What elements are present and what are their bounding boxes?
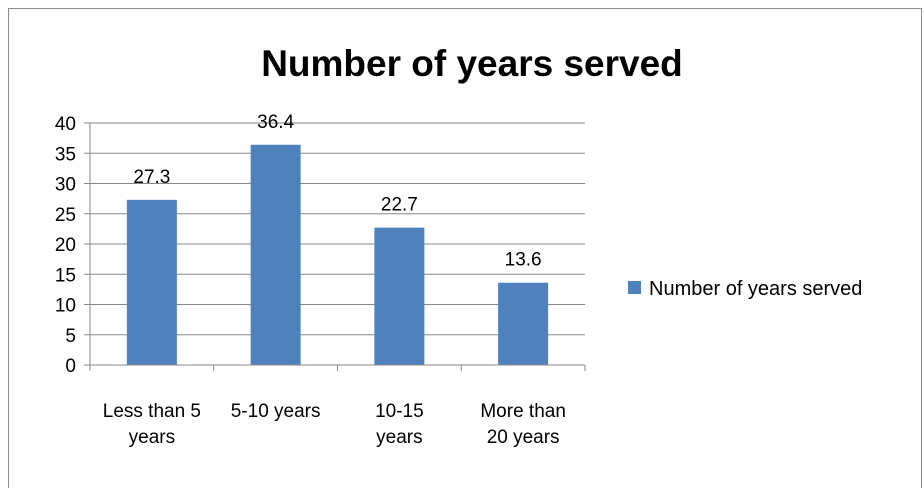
data-label: 13.6	[505, 250, 542, 271]
x-tick-label: Less than 5	[103, 401, 201, 422]
y-tick-label: 30	[55, 175, 76, 196]
legend-swatch	[628, 281, 641, 294]
data-label: 36.4	[257, 112, 294, 133]
y-tick-label: 35	[55, 144, 76, 165]
legend-label: Number of years served	[649, 278, 862, 300]
x-tick-label: More than	[480, 401, 566, 422]
y-tick-label: 20	[55, 235, 76, 256]
bar	[250, 144, 301, 365]
bar	[374, 227, 425, 365]
y-tick-label: 5	[65, 326, 76, 347]
x-tick-label: 10-15	[375, 401, 424, 422]
bar	[126, 199, 177, 365]
bars	[126, 144, 549, 365]
bar	[498, 282, 549, 365]
x-tick-label: 5-10 years	[231, 401, 321, 422]
x-tick-label: years	[376, 427, 422, 448]
y-tick-label: 40	[55, 114, 76, 135]
legend: Number of years served	[628, 278, 862, 300]
y-tick-label: 15	[55, 265, 76, 286]
x-tick-label: 20 years	[487, 427, 560, 448]
y-tick-label: 0	[65, 356, 76, 377]
y-tick-label: 25	[55, 205, 76, 226]
y-tick-label: 10	[55, 296, 76, 317]
data-labels: 27.3 36.4 22.7 13.6	[133, 112, 541, 271]
x-tick-label: years	[129, 427, 175, 448]
y-axis: 0 5 10 15 20 25 30 35 40	[55, 114, 91, 377]
chart-frame	[8, 8, 922, 488]
x-axis: Less than 5 years 5-10 years 10-15 years More…	[89, 364, 586, 448]
data-label: 27.3	[133, 167, 170, 188]
chart-title: Number of years served	[261, 43, 683, 84]
data-label: 22.7	[381, 195, 418, 216]
